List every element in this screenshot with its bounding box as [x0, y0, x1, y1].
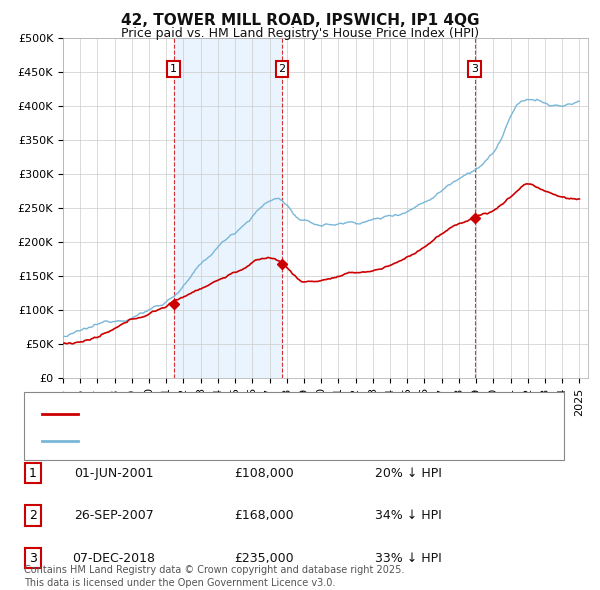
FancyBboxPatch shape [24, 392, 564, 460]
Text: 20% ↓ HPI: 20% ↓ HPI [374, 467, 442, 480]
Text: 42, TOWER MILL ROAD, IPSWICH, IP1 4QG: 42, TOWER MILL ROAD, IPSWICH, IP1 4QG [121, 13, 479, 28]
Text: Price paid vs. HM Land Registry's House Price Index (HPI): Price paid vs. HM Land Registry's House … [121, 27, 479, 40]
Text: £235,000: £235,000 [234, 552, 294, 565]
Text: 42, TOWER MILL ROAD, IPSWICH, IP1 4QG (detached house): 42, TOWER MILL ROAD, IPSWICH, IP1 4QG (d… [90, 407, 444, 420]
Text: 1: 1 [29, 467, 37, 480]
Text: 1: 1 [170, 64, 177, 74]
Text: 26-SEP-2007: 26-SEP-2007 [74, 509, 154, 522]
Text: 34% ↓ HPI: 34% ↓ HPI [374, 509, 442, 522]
Text: £108,000: £108,000 [234, 467, 294, 480]
Text: 2: 2 [278, 64, 286, 74]
Text: HPI: Average price, detached house, Ipswich: HPI: Average price, detached house, Ipsw… [90, 435, 352, 448]
Text: 01-JUN-2001: 01-JUN-2001 [74, 467, 154, 480]
Text: 3: 3 [29, 552, 37, 565]
Text: 33% ↓ HPI: 33% ↓ HPI [374, 552, 442, 565]
Text: 07-DEC-2018: 07-DEC-2018 [73, 552, 155, 565]
Text: 2: 2 [29, 509, 37, 522]
Text: 3: 3 [471, 64, 478, 74]
Text: Contains HM Land Registry data © Crown copyright and database right 2025.
This d: Contains HM Land Registry data © Crown c… [24, 565, 404, 588]
Text: £168,000: £168,000 [234, 509, 294, 522]
Bar [173, 38, 282, 378]
